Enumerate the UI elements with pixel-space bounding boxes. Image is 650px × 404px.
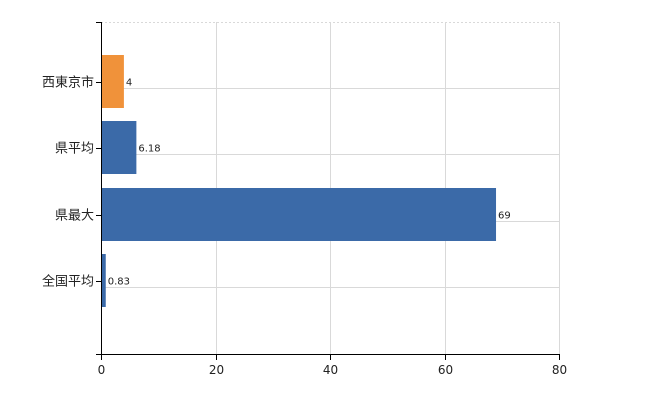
data-label-4: 0.83 [108,277,130,288]
bar-2 [101,121,137,174]
data-label-3: 69 [498,211,511,222]
data-label-2: 6.18 [138,144,160,155]
x-tick-label-4: 60 [438,363,453,377]
data-label-1: 4 [126,78,132,89]
bars-layer [101,55,497,307]
bar-1 [101,55,124,108]
category-label-3: 県最大 [55,209,94,224]
x-tick-label-3: 40 [323,363,338,377]
category-label-4: 全国平均 [42,274,94,290]
x-tick-label-1: 0 [98,363,106,377]
x-tick-label-2: 20 [209,363,224,377]
bar-4 [101,254,106,307]
category-label-1: 西東京市 [42,75,94,91]
bar-3 [101,188,497,241]
category-label-2: 県平均 [55,142,94,157]
x-tick-label-5: 80 [552,363,567,377]
axis-layer [96,22,560,360]
labels-layer: 4 西東京市 6.18 県平均 69 県最大 0.83 全国平均 0 20 40 60 80 [42,75,567,378]
